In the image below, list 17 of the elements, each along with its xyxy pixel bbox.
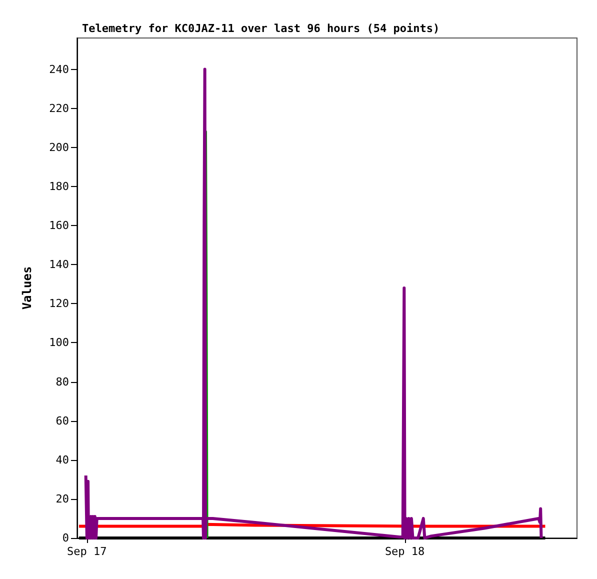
y-tick-label: 80 — [56, 375, 69, 388]
y-tick-label: 0 — [62, 532, 69, 544]
chart-title: Telemetry for KC0JAZ-11 over last 96 hours (54 points) — [82, 22, 440, 35]
y-tick-label: 40 — [56, 453, 69, 466]
y-axis-title: Values — [20, 266, 34, 310]
x-tick-label: Sep 18 — [384, 545, 425, 558]
y-tick-label: 240 — [49, 62, 69, 76]
y-tick-label: 120 — [49, 297, 69, 310]
y-tick-label: 20 — [56, 492, 69, 506]
y-tick-label: 220 — [49, 102, 69, 115]
y-tick-label: 180 — [49, 180, 69, 193]
y-tick-label: 60 — [56, 414, 69, 428]
y-tick-label: 160 — [49, 219, 69, 232]
y-tick-label: 140 — [49, 258, 69, 272]
x-tick-label: Sep 17 — [67, 545, 107, 558]
y-tick-label: 200 — [49, 140, 69, 154]
y-tick-label: 100 — [49, 336, 69, 350]
